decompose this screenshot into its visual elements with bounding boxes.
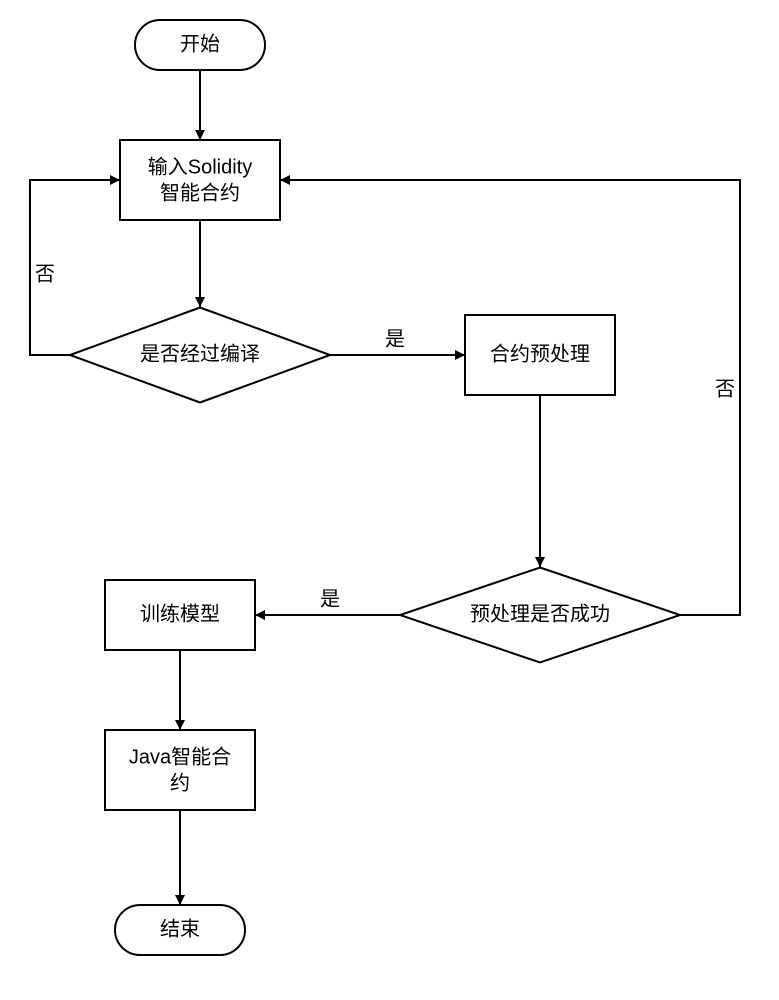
node-label-java-2: 约 (170, 771, 190, 794)
edge-label-e7: 否 (715, 378, 735, 400)
edge-label-e4: 否 (35, 263, 55, 285)
node-java (105, 730, 255, 810)
node-label-presucc: 预处理是否成功 (470, 602, 610, 625)
edge-e7 (280, 180, 740, 615)
node-label-start: 开始 (180, 32, 220, 55)
node-label-input-2: 智能合约 (160, 181, 240, 204)
node-label-train: 训练模型 (140, 602, 220, 625)
edge-label-e6: 是 (320, 588, 340, 610)
edge-label-e3: 是 (385, 328, 405, 350)
node-label-end: 结束 (160, 917, 200, 940)
node-label-compiled: 是否经过编译 (140, 342, 260, 365)
node-label-input: 输入Solidity (148, 155, 252, 178)
node-input (120, 140, 280, 220)
flowchart-canvas: 是否是否开始输入Solidity智能合约是否经过编译合约预处理预处理是否成功训练… (0, 0, 779, 1000)
node-label-java: Java智能合 (129, 745, 231, 768)
node-label-preproc: 合约预处理 (490, 342, 590, 365)
